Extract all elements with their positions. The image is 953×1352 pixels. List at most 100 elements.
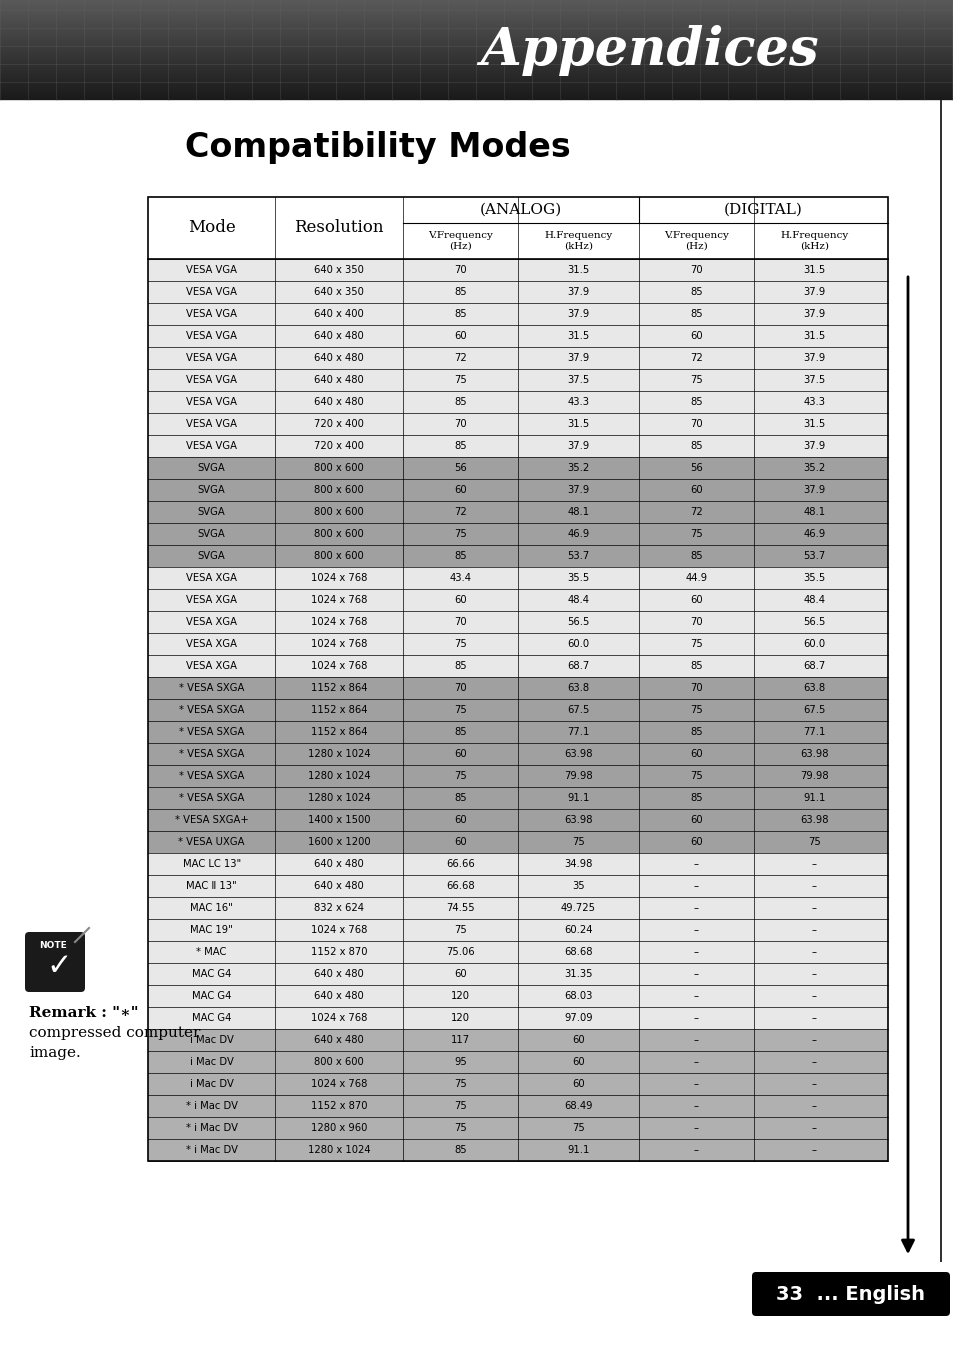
Text: 85: 85 — [689, 794, 702, 803]
Text: 85: 85 — [454, 727, 466, 737]
Text: 85: 85 — [689, 727, 702, 737]
Text: SVGA: SVGA — [197, 529, 225, 539]
Text: 60: 60 — [454, 331, 466, 341]
Text: 77.1: 77.1 — [802, 727, 824, 737]
Text: 60: 60 — [454, 749, 466, 758]
Text: 120: 120 — [451, 991, 469, 1000]
Text: 75: 75 — [454, 529, 466, 539]
Text: 60: 60 — [454, 595, 466, 604]
Text: 31.5: 31.5 — [567, 265, 589, 274]
Text: 75: 75 — [454, 1124, 466, 1133]
Text: –: – — [693, 1101, 699, 1111]
Bar — [148, 986, 887, 1007]
Text: 70: 70 — [454, 419, 466, 429]
Text: 60: 60 — [689, 815, 702, 825]
Text: –: – — [811, 1101, 816, 1111]
Text: 85: 85 — [689, 310, 702, 319]
Text: 640 x 480: 640 x 480 — [314, 969, 363, 979]
Bar — [148, 324, 887, 347]
Text: VESA VGA: VESA VGA — [186, 287, 237, 297]
Text: (ANALOG): (ANALOG) — [479, 203, 561, 218]
Text: 832 x 624: 832 x 624 — [314, 903, 363, 913]
Text: 1024 x 768: 1024 x 768 — [311, 573, 367, 583]
Text: 63.8: 63.8 — [802, 683, 824, 694]
Bar — [148, 479, 887, 502]
Text: 68.7: 68.7 — [567, 661, 589, 671]
Bar — [148, 853, 887, 875]
Text: 640 x 400: 640 x 400 — [314, 310, 363, 319]
Text: 31.5: 31.5 — [802, 265, 824, 274]
Text: Appendices: Appendices — [480, 24, 819, 76]
Text: VESA VGA: VESA VGA — [186, 353, 237, 362]
Text: * i Mac DV: * i Mac DV — [186, 1124, 237, 1133]
Text: 35: 35 — [572, 882, 584, 891]
Text: 72: 72 — [689, 353, 702, 362]
Text: –: – — [693, 1079, 699, 1088]
Bar — [148, 699, 887, 721]
Text: 43.4: 43.4 — [449, 573, 471, 583]
Text: 48.4: 48.4 — [567, 595, 589, 604]
Bar — [148, 1095, 887, 1117]
Text: 75: 75 — [454, 925, 466, 936]
Text: VESA XGA: VESA XGA — [186, 595, 237, 604]
Text: 1024 x 768: 1024 x 768 — [311, 1013, 367, 1023]
Text: 46.9: 46.9 — [802, 529, 824, 539]
Bar — [148, 197, 887, 260]
FancyBboxPatch shape — [25, 932, 85, 992]
Text: SVGA: SVGA — [197, 552, 225, 561]
Text: 800 x 600: 800 x 600 — [314, 552, 363, 561]
Text: 60.24: 60.24 — [563, 925, 592, 936]
Text: VESA XGA: VESA XGA — [186, 639, 237, 649]
Text: SVGA: SVGA — [197, 485, 225, 495]
Text: 800 x 600: 800 x 600 — [314, 529, 363, 539]
Text: 49.725: 49.725 — [560, 903, 596, 913]
Bar — [148, 260, 887, 281]
Bar — [148, 1007, 887, 1029]
Text: 70: 70 — [689, 265, 702, 274]
Text: 60: 60 — [572, 1036, 584, 1045]
Text: 37.9: 37.9 — [802, 441, 824, 452]
Text: 37.9: 37.9 — [567, 441, 589, 452]
Text: 75.06: 75.06 — [445, 946, 474, 957]
Bar — [148, 457, 887, 479]
Text: 70: 70 — [454, 683, 466, 694]
Text: VESA VGA: VESA VGA — [186, 331, 237, 341]
Text: MAC G4: MAC G4 — [192, 991, 231, 1000]
Text: 75: 75 — [807, 837, 820, 846]
Bar — [148, 787, 887, 808]
Text: 720 x 400: 720 x 400 — [314, 419, 363, 429]
Text: 1024 x 768: 1024 x 768 — [311, 661, 367, 671]
FancyBboxPatch shape — [751, 1272, 949, 1315]
Text: –: – — [811, 1036, 816, 1045]
Text: 60: 60 — [454, 969, 466, 979]
Text: 68.03: 68.03 — [563, 991, 592, 1000]
Bar — [148, 744, 887, 765]
Text: 1152 x 864: 1152 x 864 — [311, 704, 367, 715]
Text: MAC LC 13": MAC LC 13" — [182, 859, 240, 869]
Text: 56.5: 56.5 — [802, 617, 824, 627]
Text: 91.1: 91.1 — [566, 1145, 589, 1155]
Text: 31.5: 31.5 — [567, 419, 589, 429]
Text: 60.0: 60.0 — [802, 639, 824, 649]
Text: 75: 75 — [454, 375, 466, 385]
Text: H.Frequency
(kHz): H.Frequency (kHz) — [543, 231, 612, 250]
Text: * VESA SXGA: * VESA SXGA — [179, 683, 244, 694]
Text: MAC G4: MAC G4 — [192, 969, 231, 979]
Text: 85: 85 — [689, 287, 702, 297]
Text: –: – — [811, 925, 816, 936]
Bar — [148, 654, 887, 677]
Text: * VESA SXGA: * VESA SXGA — [179, 704, 244, 715]
Text: 68.49: 68.49 — [563, 1101, 592, 1111]
Text: –: – — [693, 991, 699, 1000]
Text: 60: 60 — [454, 815, 466, 825]
Text: 640 x 480: 640 x 480 — [314, 375, 363, 385]
Text: compressed computer: compressed computer — [29, 1026, 200, 1040]
Text: 85: 85 — [689, 441, 702, 452]
Bar — [148, 677, 887, 699]
Bar — [148, 875, 887, 896]
Text: 91.1: 91.1 — [802, 794, 824, 803]
Text: 63.98: 63.98 — [563, 749, 592, 758]
Text: 72: 72 — [454, 353, 466, 362]
Text: MAC 19": MAC 19" — [190, 925, 233, 936]
Bar — [148, 369, 887, 391]
